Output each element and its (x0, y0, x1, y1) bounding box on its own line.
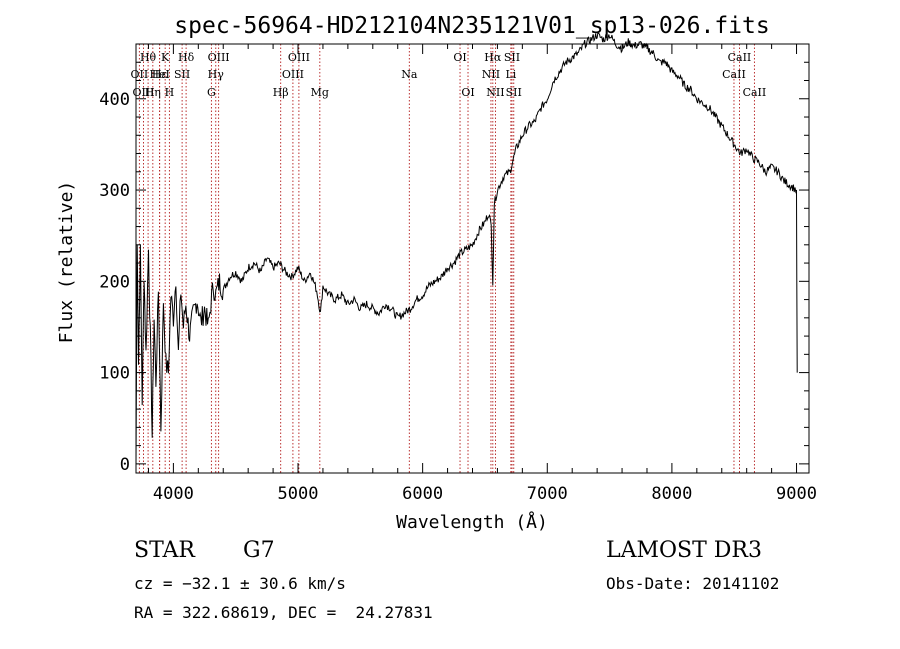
line-label: SII (506, 86, 522, 99)
object-subclass: G7 (243, 538, 275, 563)
spectrum-line (135, 31, 798, 465)
object-class: STAR (134, 538, 195, 563)
line-label: CaII (722, 68, 746, 81)
plot-frame (135, 43, 810, 474)
line-label: Hγ (208, 68, 225, 81)
line-label: G (207, 86, 216, 99)
redshift-text: cz = −32.1 ± 30.6 km/s (134, 574, 346, 593)
line-label: Hδ (178, 51, 195, 64)
ra-dec: RA = 322.68619, DEC = 24.27831 (134, 603, 433, 622)
line-label: Hθ (140, 51, 157, 64)
y-tick-label: 300 (99, 181, 130, 201)
x-tick-label: 4000 (153, 484, 194, 504)
x-tick-label: 7000 (527, 484, 568, 504)
line-label: OIII (288, 51, 310, 64)
y-tick-label: 400 (99, 90, 130, 110)
x-tick-label: 5000 (278, 484, 319, 504)
line-label: OI (453, 51, 466, 64)
line-label: NII (482, 68, 500, 81)
x-axis-label: Wavelength (Å) (396, 511, 548, 533)
line-label: H (165, 86, 175, 99)
line-label: Mg (311, 86, 329, 99)
x-tick-label: 8000 (651, 484, 692, 504)
line-label: OIII (282, 68, 304, 81)
x-axis-ticks: 4000 5000 6000 7000 8000 9000 (147, 44, 817, 504)
spectral-line-labels: Hθ OII OIII Hε K H Hη HeI Hδ SII OIII Hγ G Hβ OIII OIII… (131, 51, 767, 99)
line-label: K (161, 51, 170, 64)
y-tick-label: 0 (120, 455, 130, 475)
line-label: Li (505, 68, 516, 81)
line-label: SII (504, 51, 520, 64)
line-label: Hα (484, 51, 502, 64)
line-label: CaII (728, 51, 752, 64)
line-label: OIII (208, 51, 230, 64)
line-label: NII (486, 86, 504, 99)
line-label: OIII (132, 86, 154, 99)
chart-title: spec-56964-HD212104N235121V01_sp13-026.f… (174, 13, 769, 39)
line-label: HeI (149, 68, 169, 81)
y-tick-label: 200 (99, 272, 130, 292)
line-label: Hη (145, 86, 161, 99)
line-label: CaII (743, 86, 767, 99)
line-label: Hβ (273, 86, 289, 99)
x-tick-label: 6000 (402, 484, 443, 504)
y-axis-label: Flux (relative) (56, 181, 77, 344)
line-label: Na (401, 68, 418, 81)
survey-name: LAMOST DR3 (606, 538, 762, 563)
spectral-line-markers (138, 44, 755, 473)
line-label: SII (174, 68, 190, 81)
line-label: OI (461, 86, 474, 99)
y-tick-label: 100 (99, 364, 130, 384)
obs-date: Obs-Date: 20141102 (606, 574, 780, 593)
y-axis-ticks: 0 100 200 300 400 (99, 61, 809, 475)
line-label: Hε (152, 68, 168, 81)
line-label: OII (131, 68, 149, 81)
x-tick-label: 9000 (776, 484, 817, 504)
